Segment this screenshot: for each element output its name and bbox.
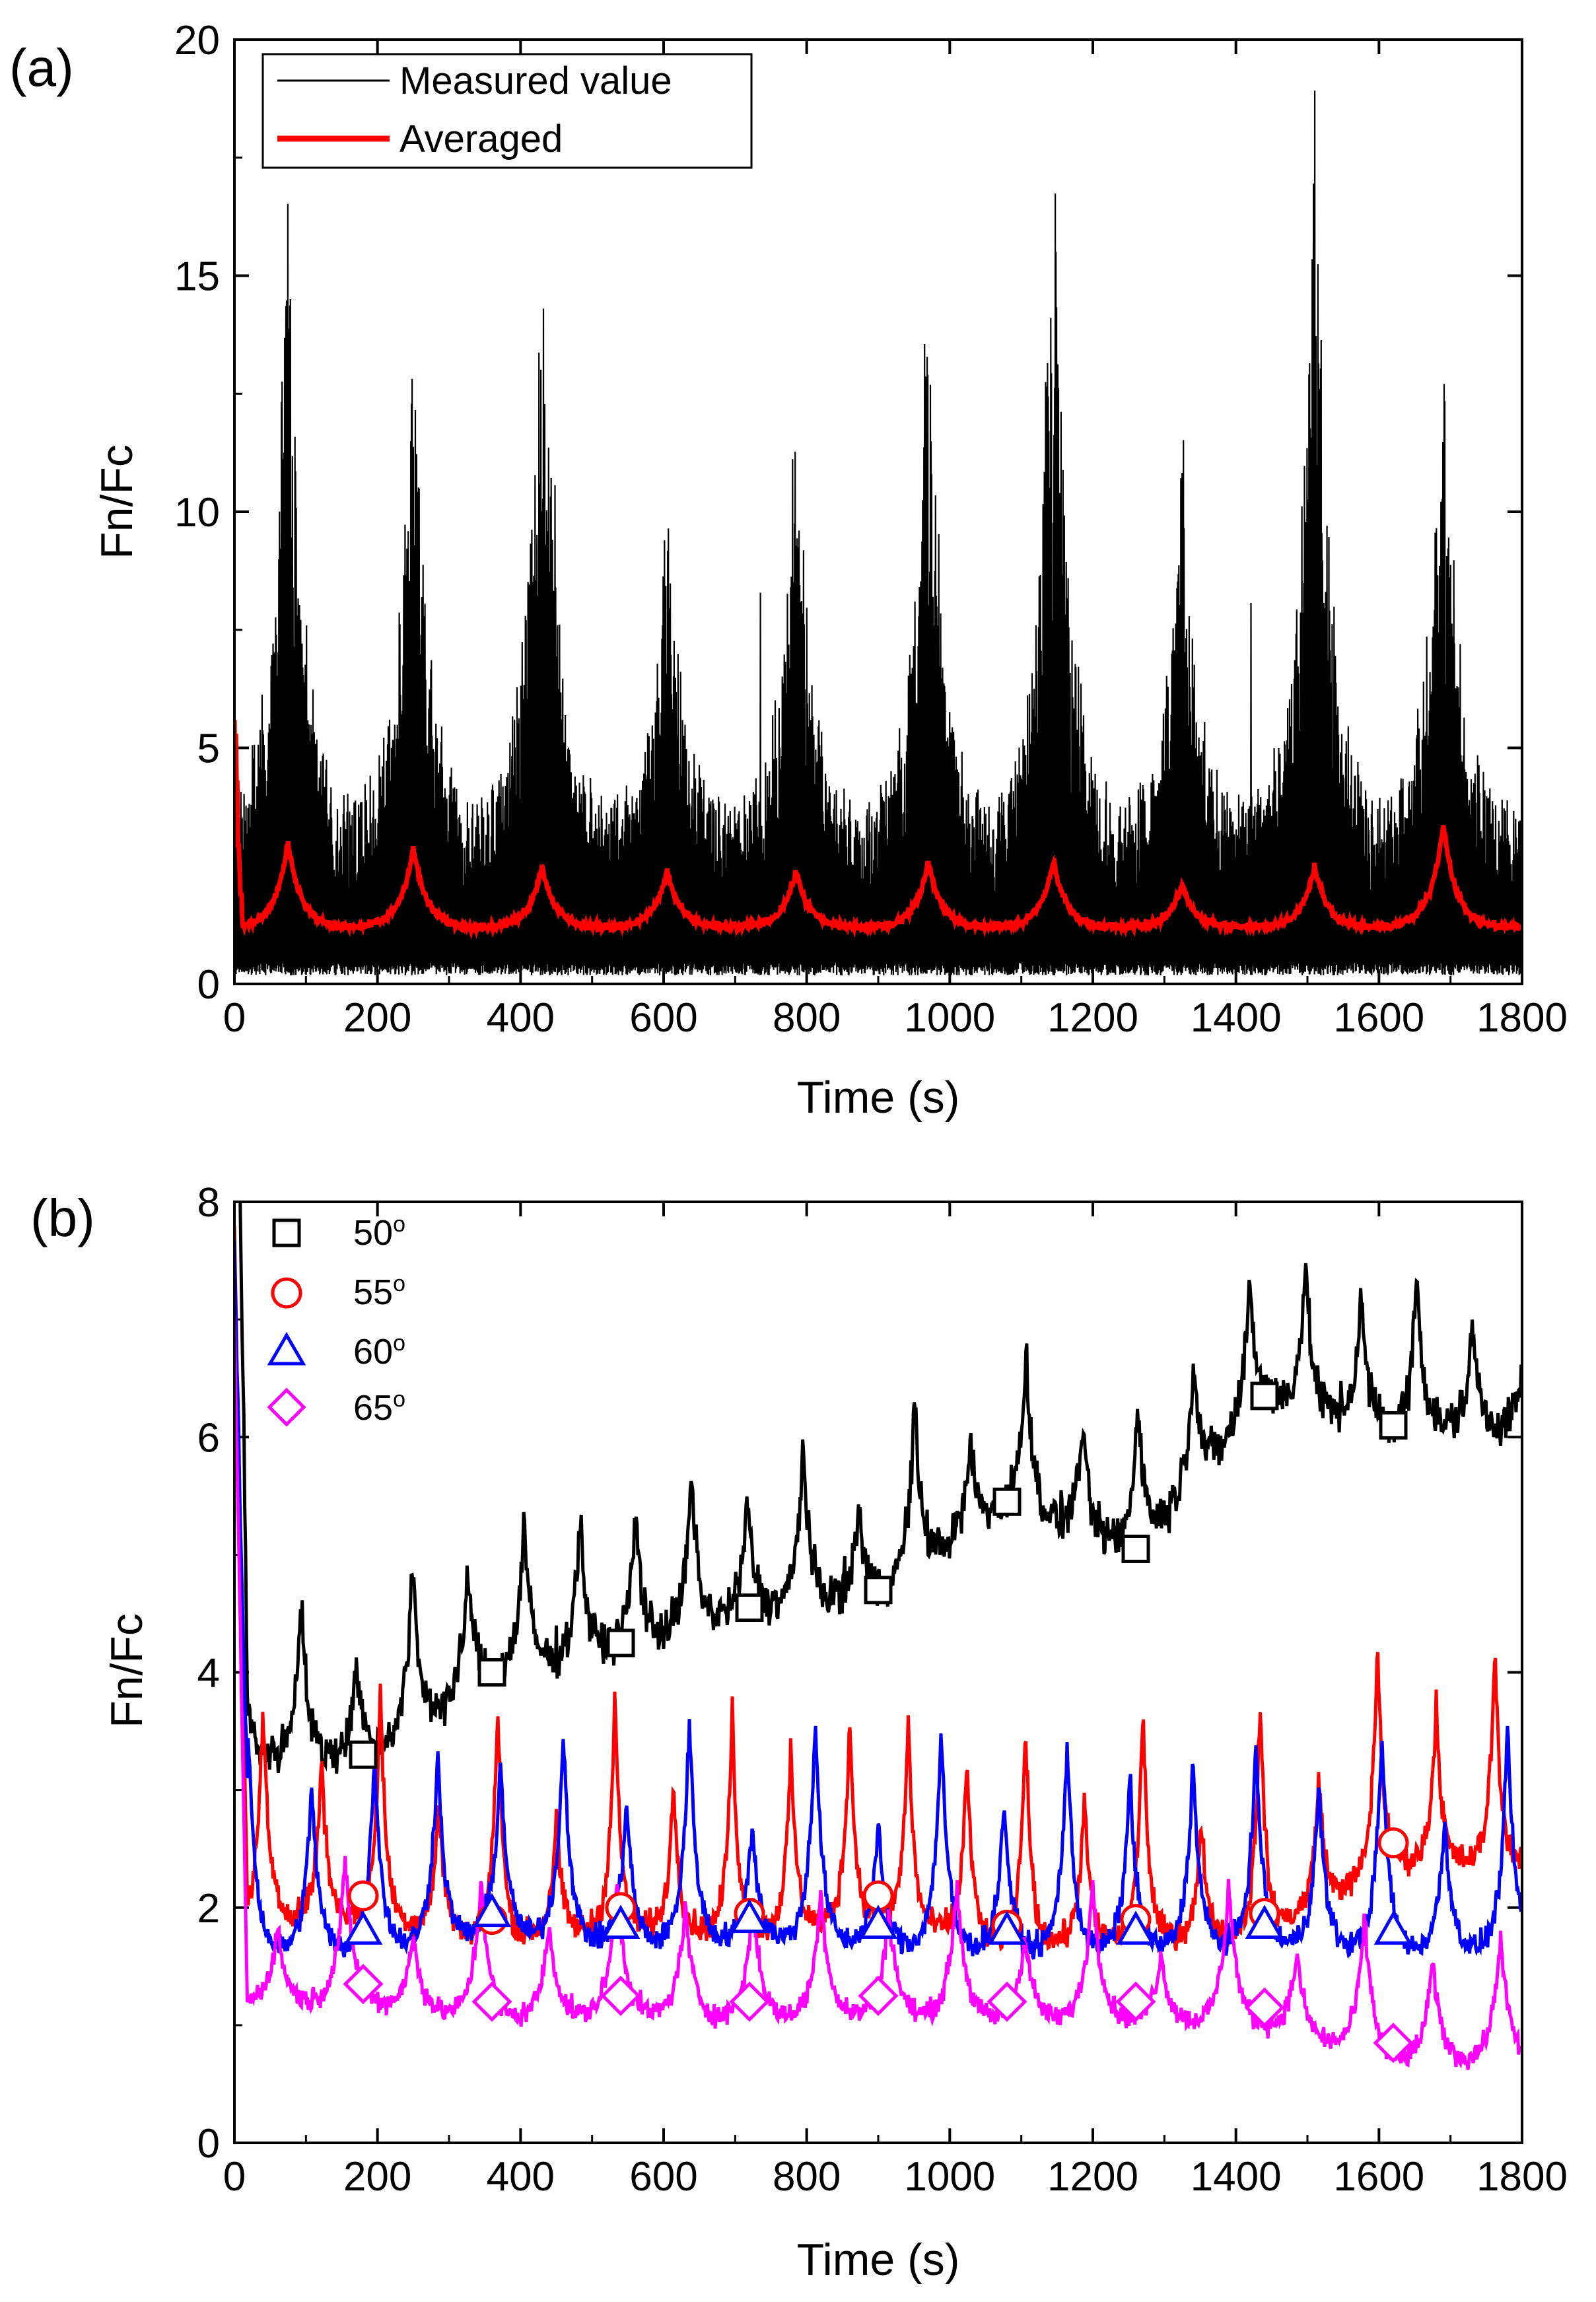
measured-value-line	[234, 90, 1522, 976]
panel-b-xtick-label: 0	[223, 2154, 246, 2200]
marker-diamond-65	[471, 1981, 512, 2022]
panel-a-xtick-label: 800	[773, 995, 841, 1041]
marker-diamond-65	[987, 1981, 1027, 2022]
marker-triangle-60	[343, 1910, 383, 1945]
panel-b-ytick-label: 0	[197, 2121, 220, 2167]
panel-a-xtick-label: 200	[343, 995, 411, 1041]
panel-a-xtick-label: 600	[629, 995, 697, 1041]
panel-a-ytick-label: 5	[197, 726, 220, 772]
legend-label-60: 60o	[353, 1331, 405, 1372]
marker-diamond-65	[729, 1981, 770, 2022]
panel-a-ytick-label: 20	[174, 18, 220, 63]
legend-marker-50	[272, 1218, 301, 1247]
marker-triangle-60	[1373, 1910, 1413, 1945]
panel-b-markers	[343, 1381, 1414, 2064]
marker-triangle-60	[987, 1910, 1027, 1945]
legend-label-65: 65o	[353, 1387, 405, 1428]
series-60-line	[234, 1238, 1522, 1960]
panel-a-xtick-label: 1400	[1191, 995, 1282, 1041]
panel-a-xtick-label: 1000	[904, 995, 995, 1041]
legend-marker-55	[271, 1277, 302, 1309]
panel-b-xtick-label: 400	[487, 2154, 555, 2200]
panel-b-xtick-label: 1600	[1333, 2154, 1424, 2200]
panel-a-ytick-label: 10	[174, 490, 220, 536]
marker-circle-55	[1377, 1827, 1409, 1859]
marker-triangle-60	[730, 1899, 769, 1934]
panel-a-ytick-label: 0	[197, 962, 220, 1008]
legend-label-50: 50o	[353, 1212, 405, 1253]
panel-b-ytick-label: 8	[197, 1180, 220, 1226]
panel-a-ticks: 0 200 400 600 800 1000 1200 1400 1600 1800 0 5 10 15 2…	[174, 18, 1568, 1041]
panel-a-xtick-label: 0	[223, 995, 246, 1041]
panel-a-xtick-label: 400	[487, 995, 555, 1041]
panel-a-xtick-label: 1600	[1333, 995, 1424, 1041]
panel-a: (a) 0 200 400 600 800 1000 1200 1400 1600 1800 0 5 1…	[9, 18, 1568, 1123]
panel-b-xtick-label: 200	[343, 2154, 411, 2200]
panel-b-ytick-label: 2	[197, 1886, 220, 1932]
marker-triangle-60	[601, 1904, 641, 1939]
panel-b-label: (b)	[30, 1189, 95, 1247]
marker-square-50	[864, 1576, 893, 1605]
legend-label-55: 55o	[353, 1271, 405, 1312]
panel-b-ytick-label: 4	[197, 1651, 220, 1696]
marker-diamond-65	[1373, 2023, 1414, 2064]
legend-label-measured: Measured value	[399, 59, 672, 102]
marker-circle-55	[347, 1880, 379, 1912]
averaged-line	[234, 720, 1522, 940]
panel-a-xlabel: Time (s)	[797, 1072, 960, 1123]
panel-b-ylabel: Fn/Fc	[102, 1613, 152, 1728]
panel-a-label: (a)	[9, 38, 74, 97]
panel-a-ytick-label: 15	[174, 254, 220, 300]
legend-marker-65	[267, 1387, 306, 1427]
panel-b-xtick-label: 1000	[904, 2154, 995, 2200]
marker-triangle-60	[472, 1893, 512, 1928]
marker-square-50	[1250, 1381, 1279, 1411]
marker-triangle-60	[1116, 1910, 1156, 1945]
marker-diamond-65	[600, 1975, 641, 2016]
panel-b-xtick-label: 1200	[1047, 2154, 1138, 2200]
panel-b-xtick-label: 600	[629, 2154, 697, 2200]
marker-diamond-65	[343, 1963, 384, 2005]
legend-label-averaged: Averaged	[399, 118, 563, 160]
panel-b-xtick-label: 1400	[1191, 2154, 1282, 2200]
legend-box	[261, 53, 753, 169]
marker-diamond-65	[1244, 1987, 1285, 2028]
marker-square-50	[1379, 1411, 1408, 1440]
panel-b-xlabel: Time (s)	[797, 2235, 960, 2285]
panel-b-plot-area	[234, 1202, 1522, 2070]
panel-a-plot-area	[234, 90, 1522, 976]
panel-a-frame	[233, 38, 1523, 985]
marker-diamond-65	[1115, 1981, 1156, 2022]
panel-a-legend: Measured value Averaged	[261, 53, 753, 169]
panel-b-xtick-label: 800	[773, 2154, 841, 2200]
panel-a-ylabel: Fn/Fc	[92, 444, 142, 559]
legend-marker-60	[267, 1332, 306, 1366]
panel-b-frame	[233, 1201, 1523, 2144]
panel-b: (b) 0 200 400 600 800 1000 1200 1400 1600 1800 0 2 4…	[30, 1180, 1568, 2285]
marker-square-50	[606, 1628, 635, 1657]
marker-square-50	[992, 1487, 1022, 1516]
marker-triangle-60	[858, 1904, 898, 1939]
marker-diamond-65	[858, 1975, 899, 2016]
marker-square-50	[735, 1593, 764, 1622]
panel-a-xtick-label: 1800	[1476, 995, 1568, 1041]
panel-b-legend: 50o 55o 60o 65o	[267, 1212, 405, 1428]
marker-square-50	[477, 1658, 506, 1687]
panel-a-xtick-label: 1200	[1047, 995, 1138, 1041]
marker-square-50	[349, 1740, 378, 1769]
marker-triangle-60	[1245, 1904, 1284, 1939]
panel-b-ytick-label: 6	[197, 1415, 220, 1461]
panel-b-xtick-label: 1800	[1476, 2154, 1568, 2200]
marker-square-50	[1121, 1534, 1150, 1563]
